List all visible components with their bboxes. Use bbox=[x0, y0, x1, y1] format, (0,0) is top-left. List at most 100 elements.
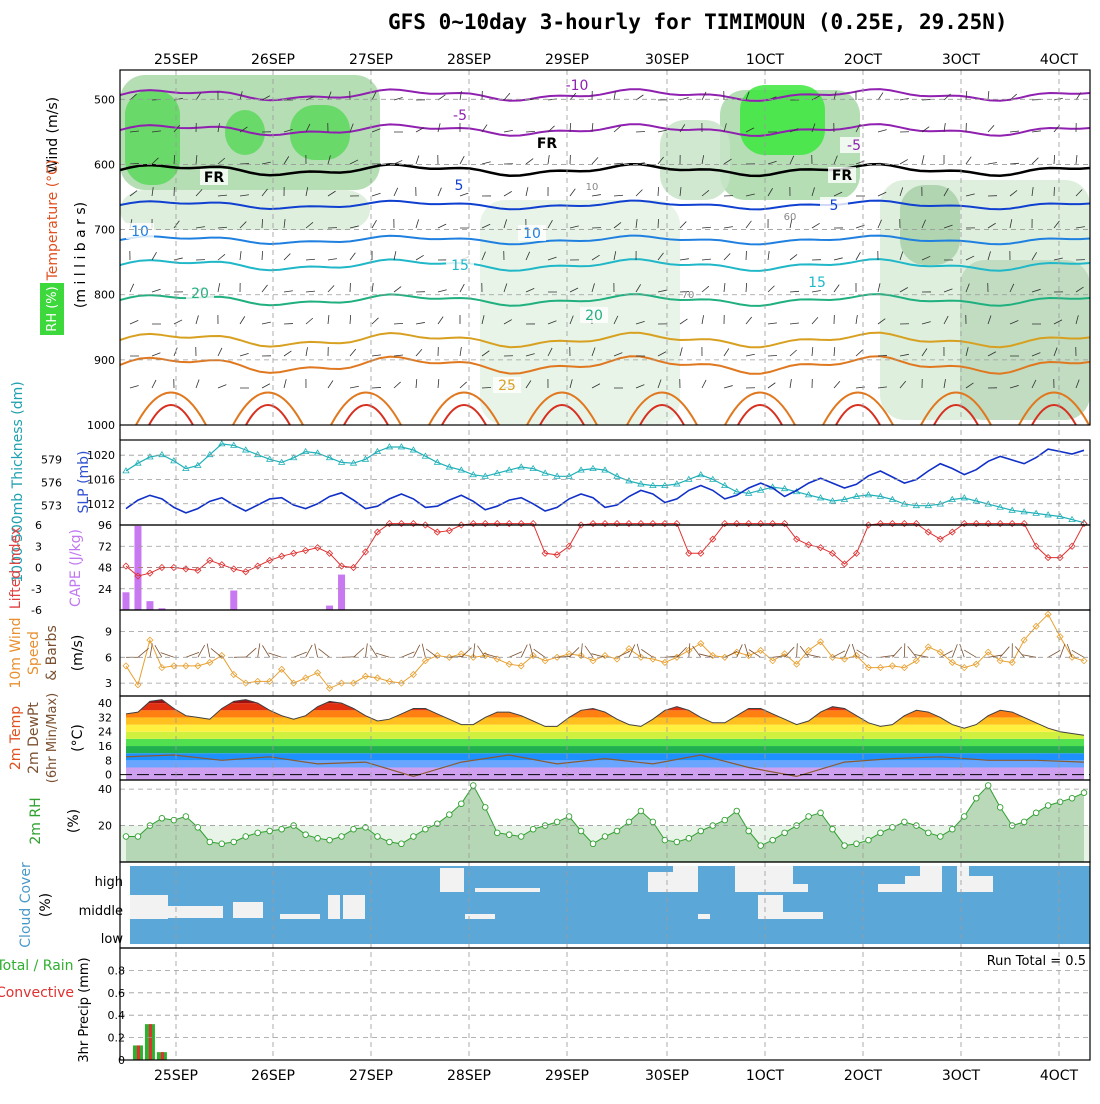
temp-contour-label: 5 bbox=[830, 198, 839, 214]
wind-barb bbox=[702, 380, 706, 388]
wind-barb bbox=[416, 155, 419, 164]
rh2m-line-point bbox=[219, 841, 225, 847]
wind-barb bbox=[988, 91, 989, 100]
wind-barb bbox=[130, 284, 134, 292]
wind-barb bbox=[328, 315, 329, 324]
wind-barb bbox=[768, 286, 774, 292]
cloud-patch bbox=[475, 888, 540, 892]
wind-speed-line-point bbox=[1081, 658, 1087, 664]
date-label-bottom: 25SEP bbox=[154, 1068, 198, 1084]
wind-barb bbox=[966, 157, 971, 164]
wind-barb bbox=[438, 290, 447, 292]
rh2m-line-point bbox=[375, 834, 381, 840]
date-label-bottom: 30SEP bbox=[645, 1068, 689, 1084]
wind-barb bbox=[482, 387, 491, 388]
bl-warm-contour bbox=[725, 393, 795, 426]
wind-barb bbox=[416, 349, 422, 356]
wind-barb bbox=[592, 195, 601, 196]
wind10-barb bbox=[198, 645, 205, 657]
rh2m-line-point bbox=[351, 826, 357, 832]
temp-band bbox=[120, 725, 1090, 732]
wind-barb bbox=[306, 318, 313, 324]
wind-barb bbox=[614, 195, 623, 196]
cloud-patch bbox=[328, 895, 340, 919]
ylabel-rh2m-unit: (%) bbox=[66, 809, 82, 833]
date-label-top: 25SEP bbox=[154, 52, 198, 68]
rh-shade bbox=[960, 260, 1090, 420]
wind-barb bbox=[394, 188, 398, 196]
cloud-patch bbox=[440, 868, 464, 892]
temp-tick: 0 bbox=[105, 769, 112, 782]
wind-barb bbox=[856, 315, 857, 324]
wind-barb bbox=[746, 283, 747, 292]
wind10-barb bbox=[617, 651, 630, 657]
wind10-barb bbox=[521, 645, 527, 658]
wind10-barb bbox=[693, 646, 701, 657]
temp-contour-label: 25 bbox=[498, 378, 516, 394]
wind-barb bbox=[284, 351, 291, 356]
rh2m-line-point bbox=[506, 832, 512, 838]
wind-barb bbox=[1010, 163, 1019, 164]
wind-barb bbox=[130, 320, 138, 324]
rh2m-line-point bbox=[1045, 803, 1051, 809]
wind-barb bbox=[174, 258, 183, 260]
wind10-barb bbox=[1000, 647, 1009, 658]
wind-barb bbox=[350, 386, 359, 388]
wind-barb bbox=[680, 347, 682, 356]
temp-contour-label: 15 bbox=[808, 275, 826, 291]
cloud-patch bbox=[343, 895, 365, 919]
wind-barb bbox=[702, 92, 706, 100]
date-label-top: 26SEP bbox=[251, 52, 295, 68]
wind-barb bbox=[812, 223, 820, 228]
wind-barb bbox=[262, 219, 263, 228]
ylabel-temp-a: 2m Temp bbox=[8, 706, 24, 770]
wind-barb bbox=[878, 283, 880, 292]
wind10-barb bbox=[161, 653, 174, 658]
cape-tick: 96 bbox=[98, 519, 112, 532]
wind10-barb bbox=[1060, 644, 1065, 657]
wind10-barb bbox=[964, 650, 976, 657]
thickness-tick: 579 bbox=[41, 453, 62, 466]
wind10-barb bbox=[477, 646, 485, 658]
date-label-top: 2OCT bbox=[844, 52, 883, 68]
wind-barb bbox=[350, 253, 355, 260]
rh2m-line-point bbox=[279, 826, 285, 832]
rh2m-line-point bbox=[938, 834, 944, 840]
wind10-barb bbox=[138, 648, 149, 657]
wind-barb bbox=[966, 91, 967, 100]
wind-barb bbox=[130, 386, 139, 388]
wind-barb bbox=[394, 323, 403, 324]
wind-barb bbox=[460, 284, 464, 292]
wind-barb bbox=[328, 285, 334, 292]
wind-barb bbox=[856, 387, 865, 388]
ylabel-wind10-unit: (m/s) bbox=[70, 635, 86, 672]
rh2m-line-point bbox=[973, 795, 979, 801]
wind-barb bbox=[152, 380, 156, 388]
wind-barb bbox=[416, 322, 425, 324]
cloud-bg bbox=[130, 866, 1090, 944]
wind-barb bbox=[614, 163, 623, 164]
wind-barb bbox=[724, 386, 733, 388]
bl-warm-contour bbox=[233, 393, 303, 426]
rh2m-line-point bbox=[315, 836, 321, 842]
lifted-index-line bbox=[126, 524, 1084, 576]
cloud-patch bbox=[698, 914, 710, 919]
rh2m-line-point bbox=[183, 814, 189, 820]
temp-contour-label: 20 bbox=[191, 286, 209, 302]
thickness-tick: 576 bbox=[41, 477, 62, 490]
cape-bar bbox=[146, 601, 153, 610]
wind10-barb bbox=[376, 653, 389, 657]
wind-barb bbox=[834, 285, 839, 292]
wind-barb bbox=[240, 353, 249, 356]
wind-barb bbox=[724, 348, 729, 356]
rh-tick: 20 bbox=[98, 820, 112, 833]
wind-barb bbox=[1054, 155, 1055, 164]
wind-barb bbox=[812, 317, 818, 324]
wind10-barb bbox=[422, 644, 425, 658]
wind-barb bbox=[372, 220, 377, 228]
bl-hot-contour bbox=[836, 405, 880, 425]
cloud-level-label: middle bbox=[79, 904, 123, 919]
temp-contour-label: -5 bbox=[453, 108, 467, 124]
wind-barb bbox=[922, 155, 924, 164]
